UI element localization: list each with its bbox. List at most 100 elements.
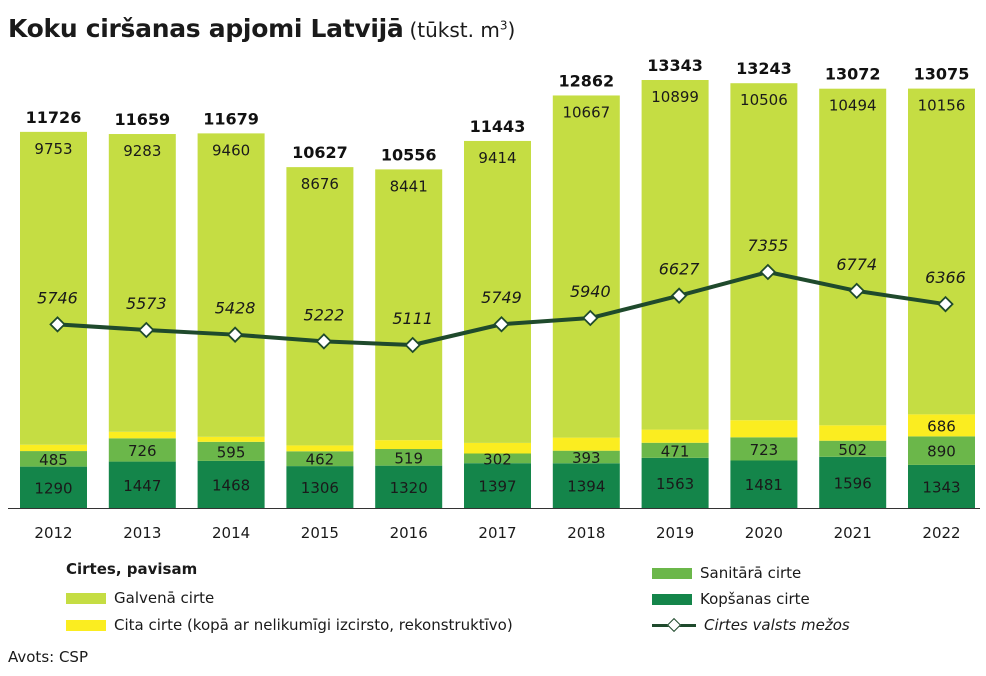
bar-kopsanas-2020 xyxy=(730,460,798,508)
bar-cita-2017 xyxy=(464,442,531,454)
total-label-2018: 12862 xyxy=(558,71,614,90)
bar-sanitara-2013 xyxy=(108,438,176,462)
bar-kopsanas-2017 xyxy=(464,463,531,508)
line-label-2022: 6366 xyxy=(925,268,966,287)
bar-kopsanas-2014 xyxy=(197,460,265,508)
total-label-2022: 13075 xyxy=(914,65,970,84)
bar-kopsanas-2018 xyxy=(552,463,620,508)
bar-cita-2012 xyxy=(20,444,87,452)
bar-sanitara-2021 xyxy=(819,440,887,457)
legend-item-sanitara: Sanitārā cirte xyxy=(652,564,801,582)
total-label-2016: 10556 xyxy=(381,145,437,164)
bar-label-kopsanas-2012: 1290 xyxy=(34,479,72,497)
bar-cita-2013 xyxy=(108,431,176,439)
line-point-2016 xyxy=(404,336,421,354)
bar-label-kopsanas-2016: 1320 xyxy=(390,479,428,497)
total-label-2020: 13243 xyxy=(736,59,792,78)
total-label-2017: 11443 xyxy=(470,117,526,136)
legend-item-valsts: Cirtes valsts mežos xyxy=(652,616,850,634)
bar-label-sanitara-2013: 726 xyxy=(128,442,157,460)
bar-label-galvena-2018: 10667 xyxy=(562,103,610,121)
bar-cita-2014 xyxy=(197,436,265,442)
bar-label-kopsanas-2014: 1468 xyxy=(212,476,250,494)
total-label-2014: 11679 xyxy=(203,109,259,128)
legend-label-valsts: Cirtes valsts mežos xyxy=(704,616,850,634)
bar-label-kopsanas-2017: 1397 xyxy=(478,478,516,496)
bar-sanitara-2022 xyxy=(908,436,975,465)
bar-label-sanitara-2014: 595 xyxy=(217,443,246,461)
year-label-2013: 2013 xyxy=(123,524,161,542)
bar-sanitara-2017 xyxy=(464,453,531,464)
bar-sanitara-2016 xyxy=(375,449,443,466)
bar-kopsanas-2022 xyxy=(908,464,975,508)
bar-label-kopsanas-2019: 1563 xyxy=(656,475,694,493)
line-label-2020: 7355 xyxy=(748,236,789,255)
bar-galvena-2017 xyxy=(464,140,531,443)
legend-item-galvena: Galvenā cirte xyxy=(66,589,214,607)
bar-galvena-2022 xyxy=(908,88,975,415)
year-label-2020: 2020 xyxy=(745,524,783,542)
year-label-2021: 2021 xyxy=(834,524,872,542)
total-label-2012: 11726 xyxy=(26,108,82,127)
bar-sanitara-2018 xyxy=(552,450,620,464)
legend-line-marker-icon xyxy=(652,617,696,633)
bar-label-galvena-2014: 9460 xyxy=(212,141,250,159)
bar-label-galvena-2016: 8441 xyxy=(390,177,428,195)
bar-sanitara-2012 xyxy=(20,451,87,467)
year-label-2022: 2022 xyxy=(922,524,960,542)
line-point-2014 xyxy=(226,326,244,343)
bar-label-kopsanas-2015: 1306 xyxy=(301,479,339,497)
legend-swatch-cita xyxy=(66,619,106,631)
bar-label-sanitara-2016: 519 xyxy=(394,449,423,467)
bar-label-kopsanas-2013: 1447 xyxy=(123,477,161,495)
legend-swatch-kopsanas xyxy=(652,593,692,605)
line-label-2016: 5111 xyxy=(392,309,433,328)
bar-label-sanitara-2022: 890 xyxy=(927,443,956,461)
bar-cita-2019 xyxy=(641,429,709,443)
bar-label-kopsanas-2021: 1596 xyxy=(834,474,872,492)
line-point-2021 xyxy=(848,282,865,300)
line-label-2015: 5222 xyxy=(304,305,345,324)
unit-prefix: (tūkst. m xyxy=(409,18,500,42)
chart-title-row: Koku ciršanas apjomi Latvijā (tūkst. m3) xyxy=(8,14,515,43)
bar-sanitara-2014 xyxy=(197,441,265,461)
year-label-2016: 2016 xyxy=(390,524,428,542)
bar-label-sanitara-2015: 462 xyxy=(306,451,335,469)
line-point-2013 xyxy=(138,321,155,339)
legend-item-cita: Cita cirte (kopā ar nelikumīgi izcirsto,… xyxy=(66,616,513,634)
total-label-2013: 11659 xyxy=(114,110,170,129)
bar-label-sanitara-2021: 502 xyxy=(838,441,867,459)
legend-label-sanitara: Sanitārā cirte xyxy=(700,564,802,582)
year-label-2017: 2017 xyxy=(478,524,516,542)
stacked-bar-chart: 1290485198975311726201214477262039283116… xyxy=(8,56,980,542)
bar-label-sanitara-2012: 485 xyxy=(39,451,68,469)
bar-label-sanitara-2019: 471 xyxy=(661,442,690,460)
bar-kopsanas-2019 xyxy=(641,457,709,508)
total-label-2021: 13072 xyxy=(825,65,881,84)
bar-sanitara-2020 xyxy=(730,437,798,461)
line-label-2013: 5573 xyxy=(126,294,167,313)
bar-label-cita-2022: 686 xyxy=(927,417,956,435)
bar-galvena-2015 xyxy=(286,167,354,446)
bar-cita-2015 xyxy=(286,445,354,452)
bar-galvena-2018 xyxy=(552,95,620,438)
legend-label-kopsanas: Kopšanas cirte xyxy=(700,590,810,608)
bar-galvena-2021 xyxy=(819,88,887,426)
bar-galvena-2014 xyxy=(197,133,265,437)
bar-label-galvena-2015: 8676 xyxy=(301,175,339,193)
bar-cita-2020 xyxy=(730,420,798,438)
line-point-2015 xyxy=(315,333,333,350)
bar-label-sanitara-2020: 723 xyxy=(750,441,779,459)
line-point-2022 xyxy=(937,295,954,313)
legend-label-galvena: Galvenā cirte xyxy=(114,589,215,607)
legend-swatch-sanitara xyxy=(652,567,692,579)
line-label-2012: 5746 xyxy=(37,288,78,307)
line-point-2020 xyxy=(759,263,777,281)
bar-label-galvena-2013: 9283 xyxy=(123,142,161,160)
legend-label-cita: Cita cirte (kopā ar nelikumīgi izcirsto,… xyxy=(114,616,513,634)
legend-heading: Cirtes, pavisam xyxy=(66,560,198,578)
bar-label-galvena-2022: 10156 xyxy=(918,97,966,115)
total-label-2019: 13343 xyxy=(647,56,703,75)
bar-label-sanitara-2017: 302 xyxy=(483,450,512,468)
bar-kopsanas-2021 xyxy=(819,456,887,508)
